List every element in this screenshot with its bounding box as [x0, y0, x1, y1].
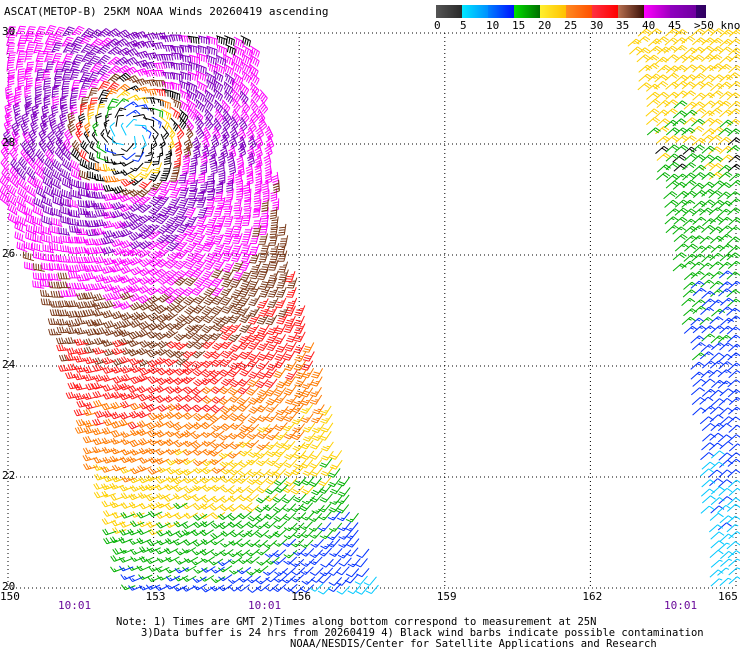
- note-line-1: Note: 1) Times are GMT 2)Times along bot…: [116, 616, 597, 628]
- latitude-label: 24: [2, 358, 16, 371]
- legend-label: >50 knots: [694, 19, 740, 32]
- wind-barbs-ff1a1a: [56, 80, 315, 430]
- wind-speed-color-legend: [436, 5, 706, 18]
- legend-swatch-0-5: [436, 5, 462, 18]
- wind-barbs-ffd000: [87, 27, 740, 536]
- longitude-label: 156: [291, 590, 312, 603]
- legend-label: 40: [642, 19, 656, 32]
- legend-swatch-45-50: [670, 5, 696, 18]
- legend-swatch-5-10: [462, 5, 488, 18]
- map-title: ASCAT(METOP-B) 25KM NOAA Winds 20260419 …: [4, 5, 329, 18]
- legend-label: 30: [590, 19, 604, 32]
- wind-barbs-000000: [70, 35, 740, 194]
- legend-label: 10: [486, 19, 500, 32]
- legend-swatch-30-35: [592, 5, 618, 18]
- time-label-3: 10:01: [664, 599, 698, 612]
- legend-label: 0: [434, 19, 441, 32]
- latitude-label: 26: [2, 247, 16, 260]
- legend-label: 25: [564, 19, 578, 32]
- latitude-label: 28: [2, 136, 16, 149]
- latitude-label: 22: [2, 469, 16, 482]
- legend-label: 35: [616, 19, 630, 32]
- longitude-label: 153: [145, 590, 166, 603]
- note-line-3: NOAA/NESDIS/Center for Satellite Applica…: [290, 638, 657, 650]
- wind-barbs-00c8ff: [109, 118, 740, 595]
- legend-swatch-40-45: [644, 5, 670, 18]
- latitude-label: 30: [2, 25, 16, 38]
- latitude-label: 20: [2, 580, 16, 593]
- legend-label: 45: [668, 19, 682, 32]
- wind-barbs-7a3a1a: [22, 73, 298, 367]
- wind-barbs-00b000: [92, 98, 740, 591]
- wind-barbs-ff7a00: [74, 83, 325, 483]
- time-label-2: 10:01: [248, 599, 282, 612]
- note-line-2: 3)Data buffer is 24 hrs from 20260419 4)…: [141, 627, 704, 639]
- legend-swatch-20-25: [540, 5, 566, 18]
- legend-swatch-35-40: [618, 5, 644, 18]
- legend-label: 5: [460, 19, 467, 32]
- legend-label: 20: [538, 19, 552, 32]
- longitude-label: 150: [0, 590, 20, 603]
- legend-swatch-15-20: [514, 5, 540, 18]
- longitude-label: 162: [582, 590, 603, 603]
- wind-barbs-0030ff: [105, 101, 740, 594]
- time-label-1: 10:01: [58, 599, 92, 612]
- longitude-label: 165: [718, 590, 738, 603]
- wind-barbs-8000c0: [3, 26, 257, 255]
- legend-swatch-10-15: [488, 5, 514, 18]
- longitude-label: 159: [436, 590, 457, 603]
- legend-swatch->50: [696, 5, 706, 18]
- legend-label: 15: [512, 19, 526, 32]
- wind-barbs: [0, 25, 740, 595]
- legend-swatch-25-30: [566, 5, 592, 18]
